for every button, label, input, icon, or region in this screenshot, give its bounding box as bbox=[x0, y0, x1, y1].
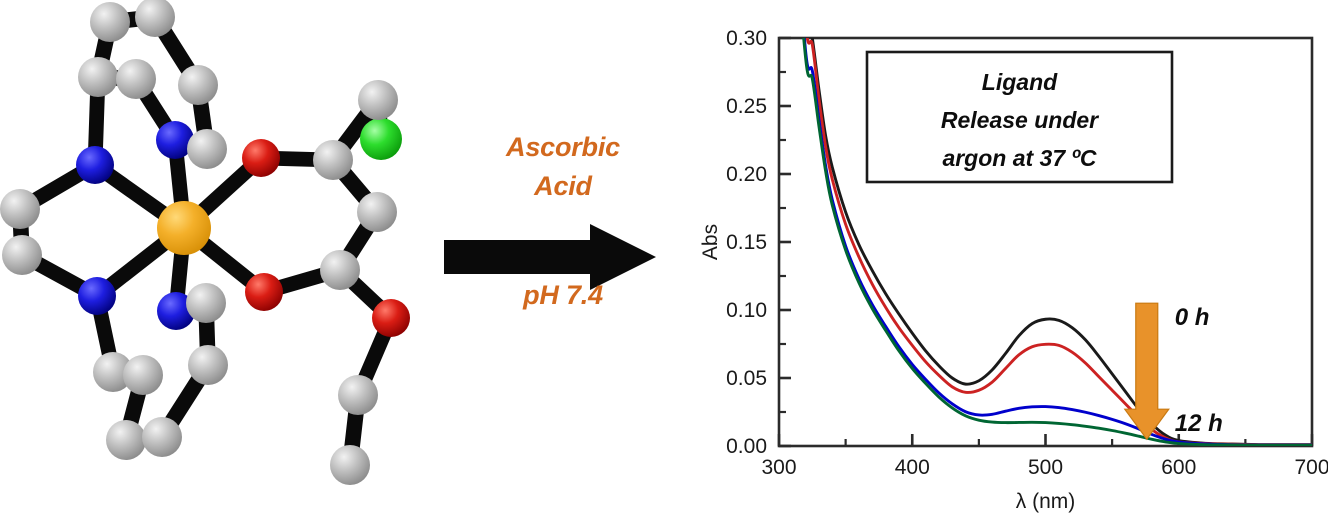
time-progression-arrow-icon bbox=[1123, 302, 1170, 441]
x-tick-label: 300 bbox=[761, 456, 796, 479]
atom-carbon bbox=[0, 189, 40, 229]
atom-carbon bbox=[320, 250, 360, 290]
x-tick-label: 700 bbox=[1294, 456, 1328, 479]
atom-oxygen bbox=[245, 273, 283, 311]
atom-carbon bbox=[90, 2, 130, 42]
chart-tick-labels: 300 400 500 600 700 0.00 0.05 0.10 0.15 0.20 0.25 0… bbox=[726, 27, 1328, 479]
atom-nitrogen bbox=[156, 121, 194, 159]
molecular-structure-panel bbox=[0, 0, 440, 516]
y-tick-label: 0.25 bbox=[726, 95, 767, 118]
y-tick-label: 0.10 bbox=[726, 299, 767, 322]
atom-halogen bbox=[360, 118, 402, 160]
atom-carbon bbox=[187, 129, 227, 169]
reagent-line-1: Ascorbic bbox=[506, 132, 620, 162]
atom-carbon bbox=[358, 80, 398, 120]
time-label-end: 12 h bbox=[1175, 410, 1223, 437]
reaction-arrow-icon bbox=[444, 224, 656, 290]
x-axis-title: λ (nm) bbox=[1016, 490, 1076, 513]
atom-carbon bbox=[135, 0, 175, 37]
x-tick-label: 600 bbox=[1161, 456, 1196, 479]
atom-carbon bbox=[116, 59, 156, 99]
atom-nitrogen bbox=[157, 292, 195, 330]
annotation-box-line-1: Ligand bbox=[982, 69, 1058, 95]
atom-carbon bbox=[106, 420, 146, 460]
spectrum-chart: 300 400 500 600 700 0.00 0.05 0.10 0.15 0.20 0.25 0… bbox=[699, 27, 1328, 513]
x-tick-label: 400 bbox=[895, 456, 930, 479]
time-label-start: 0 h bbox=[1175, 304, 1210, 331]
molecule-atoms bbox=[0, 0, 410, 485]
spectrum-curve-12-h bbox=[802, 38, 1312, 446]
atom-carbon bbox=[330, 445, 370, 485]
annotation-box bbox=[865, 50, 1174, 184]
atom-carbon bbox=[93, 352, 133, 392]
reagent-label-above: Ascorbic Acid bbox=[448, 128, 678, 206]
y-tick-label: 0.30 bbox=[726, 27, 767, 50]
chart-annotations: Ligand Release under argon at 37 ºC 0 h 12 h bbox=[865, 50, 1223, 441]
spectrum-curve-4-h bbox=[805, 38, 1312, 446]
y-tick-label: 0.20 bbox=[726, 163, 767, 186]
atom-metal bbox=[157, 201, 211, 255]
molecule-diagram bbox=[0, 0, 410, 485]
atom-carbon bbox=[142, 417, 182, 457]
y-tick-label: 0.05 bbox=[726, 367, 767, 390]
chart-axis-titles: λ (nm) Abs bbox=[699, 224, 1075, 513]
reagent-line-2: Acid bbox=[534, 171, 592, 202]
annotation-box-line-2: Release under bbox=[941, 107, 1099, 133]
x-tick-label: 500 bbox=[1028, 456, 1063, 479]
y-tick-label: 0.00 bbox=[726, 435, 767, 458]
chart-curves bbox=[802, 38, 1312, 446]
atom-carbon bbox=[188, 345, 228, 385]
y-axis-title: Abs bbox=[699, 224, 722, 260]
atom-oxygen bbox=[242, 139, 280, 177]
atom-carbon bbox=[338, 375, 378, 415]
reagent-label-below: pH 7.4 bbox=[523, 280, 603, 310]
atom-carbon bbox=[186, 283, 226, 323]
atom-carbon bbox=[2, 235, 42, 275]
reaction-arrow-panel: Ascorbic Acid pH 7.4 bbox=[440, 0, 700, 516]
atom-carbon bbox=[178, 65, 218, 105]
atom-nitrogen bbox=[76, 146, 114, 184]
atom-oxygen bbox=[372, 299, 410, 337]
atom-nitrogen bbox=[78, 277, 116, 315]
annotation-box-line-3: argon at 37 ºC bbox=[942, 145, 1096, 171]
atom-carbon bbox=[313, 140, 353, 180]
uv-vis-spectrum-panel: 300 400 500 600 700 0.00 0.05 0.10 0.15 0.20 0.25 0… bbox=[660, 0, 1328, 516]
atom-carbon bbox=[78, 57, 118, 97]
spectrum-curve-0-h bbox=[810, 38, 1312, 446]
chart-tick-marks bbox=[777, 36, 1314, 448]
y-tick-label: 0.15 bbox=[726, 231, 767, 254]
atom-carbon bbox=[357, 192, 397, 232]
atom-carbon bbox=[123, 355, 163, 395]
